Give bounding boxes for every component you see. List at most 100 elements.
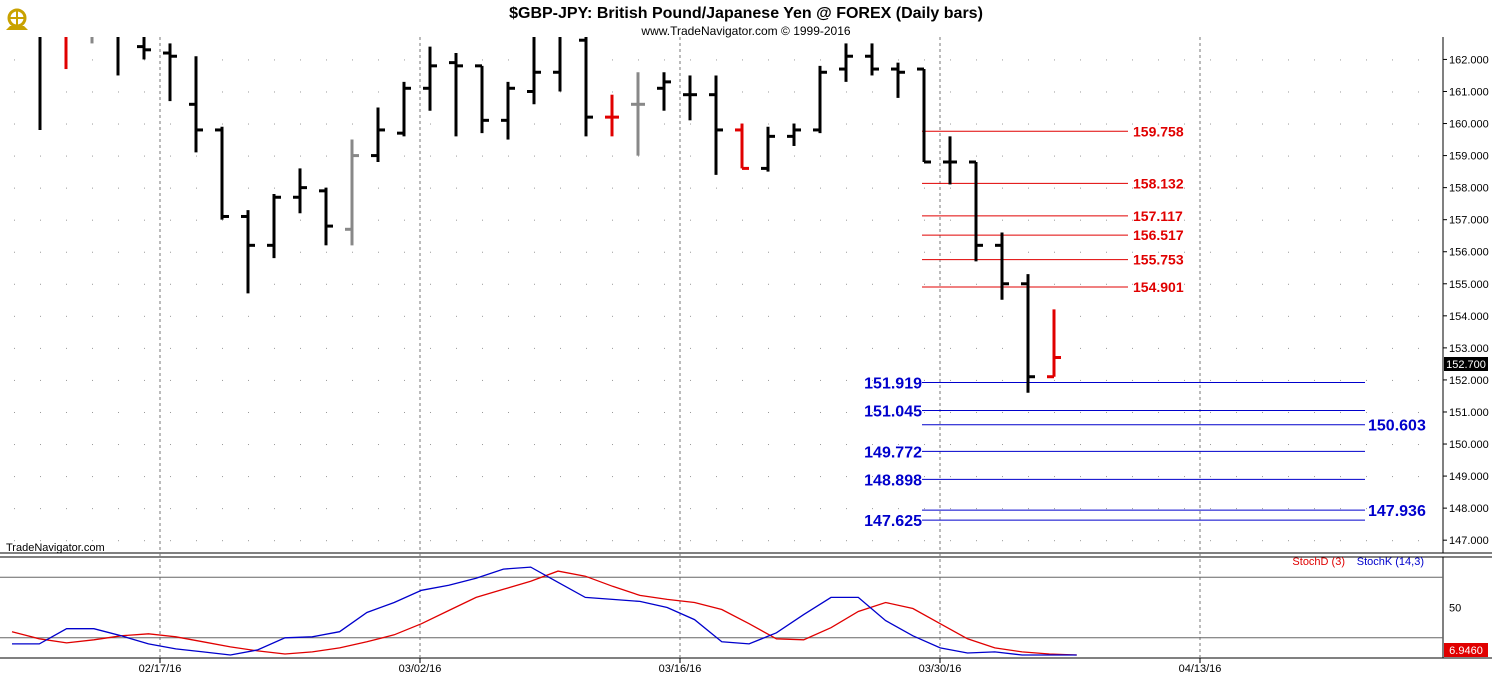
grid-dot	[1158, 315, 1159, 317]
grid-dot	[742, 251, 743, 253]
grid-dot	[404, 283, 405, 285]
grid-dot	[1288, 91, 1289, 93]
grid-dot	[1080, 540, 1081, 542]
grid-dot	[248, 187, 249, 189]
grid-dot	[924, 219, 925, 221]
grid-dot	[1210, 444, 1211, 446]
ohlc-bar	[735, 123, 749, 170]
grid-dot	[1236, 283, 1237, 285]
grid-dot	[1262, 347, 1263, 349]
grid-dot	[430, 155, 431, 157]
grid-dot	[1418, 155, 1419, 157]
ship-wheel-logo-icon[interactable]	[6, 8, 28, 30]
grid-dot	[872, 315, 873, 317]
grid-dot	[742, 540, 743, 542]
grid-dot	[118, 379, 119, 381]
grid-dot	[820, 219, 821, 221]
grid-dot	[1028, 251, 1029, 253]
grid-dot	[1314, 540, 1315, 542]
grid-dot	[482, 283, 483, 285]
grid-dot	[430, 476, 431, 478]
grid-dot	[1132, 219, 1133, 221]
grid-dot	[1262, 540, 1263, 542]
grid-dot	[456, 251, 457, 253]
grid-dot	[794, 155, 795, 157]
grid-dot	[586, 315, 587, 317]
grid-dot	[924, 187, 925, 189]
grid-dot	[898, 476, 899, 478]
grid-dot	[1132, 508, 1133, 510]
grid-dot	[560, 379, 561, 381]
grid-dot	[1158, 379, 1159, 381]
grid-dot	[118, 283, 119, 285]
grid-dot	[508, 283, 509, 285]
grid-dot	[482, 379, 483, 381]
grid-dot	[1340, 91, 1341, 93]
grid-dot	[846, 283, 847, 285]
grid-dot	[1340, 59, 1341, 61]
grid-dot	[1288, 444, 1289, 446]
date-gridlines	[159, 37, 1201, 658]
grid-dot	[820, 347, 821, 349]
grid-dot	[1236, 347, 1237, 349]
grid-dot	[248, 540, 249, 542]
grid-dot	[222, 540, 223, 542]
fib-label-red: 155.753	[1133, 252, 1184, 268]
ohlc-bar	[241, 210, 255, 294]
grid-dot	[1340, 123, 1341, 125]
grid-dot	[482, 476, 483, 478]
grid-dot	[430, 123, 431, 125]
grid-dot	[300, 540, 301, 542]
grid-dot	[1392, 283, 1393, 285]
grid-dot	[274, 59, 275, 61]
grid-dot	[14, 91, 15, 93]
grid-dot	[950, 283, 951, 285]
grid-dot	[1340, 251, 1341, 253]
grid-dot	[118, 315, 119, 317]
grid-dot	[170, 540, 171, 542]
grid-dot	[924, 283, 925, 285]
grid-dot	[1366, 283, 1367, 285]
fib-label-red: 158.132	[1133, 175, 1184, 191]
grid-dot	[1158, 508, 1159, 510]
ohlc-bar	[761, 126, 775, 172]
grid-dot	[898, 123, 899, 125]
grid-dot	[352, 123, 353, 125]
grid-dot	[1314, 155, 1315, 157]
grid-dot	[66, 476, 67, 478]
grid-dot	[170, 476, 171, 478]
grid-dot	[222, 123, 223, 125]
grid-dot	[1340, 444, 1341, 446]
ohlc-bar	[397, 81, 411, 137]
grid-dot	[1236, 155, 1237, 157]
grid-dot	[846, 219, 847, 221]
grid-dot	[40, 508, 41, 510]
grid-dot	[950, 251, 951, 253]
grid-dot	[1288, 347, 1289, 349]
grid-dot	[326, 444, 327, 446]
grid-dot	[690, 508, 691, 510]
grid-dot	[170, 251, 171, 253]
grid-dot	[1158, 59, 1159, 61]
grid-dot	[352, 379, 353, 381]
grid-dot	[430, 187, 431, 189]
grid-dot	[820, 379, 821, 381]
grid-dot	[430, 347, 431, 349]
grid-dot	[222, 444, 223, 446]
grid-dot	[248, 155, 249, 157]
grid-dot	[430, 411, 431, 413]
grid-dot	[586, 508, 587, 510]
grid-dot	[1054, 219, 1055, 221]
grid-dot	[716, 476, 717, 478]
grid-dot	[1158, 347, 1159, 349]
grid-dot	[1184, 315, 1185, 317]
grid-dot	[1184, 155, 1185, 157]
grid-dot	[1158, 283, 1159, 285]
grid-dot	[326, 123, 327, 125]
grid-dot	[378, 91, 379, 93]
grid-dot	[1314, 59, 1315, 61]
grid-dot	[976, 508, 977, 510]
grid-dot	[768, 315, 769, 317]
date-axis: 02/17/16 03/02/16 03/16/16 03/30/16 04/13/16	[139, 658, 1221, 675]
grid-dot	[690, 123, 691, 125]
